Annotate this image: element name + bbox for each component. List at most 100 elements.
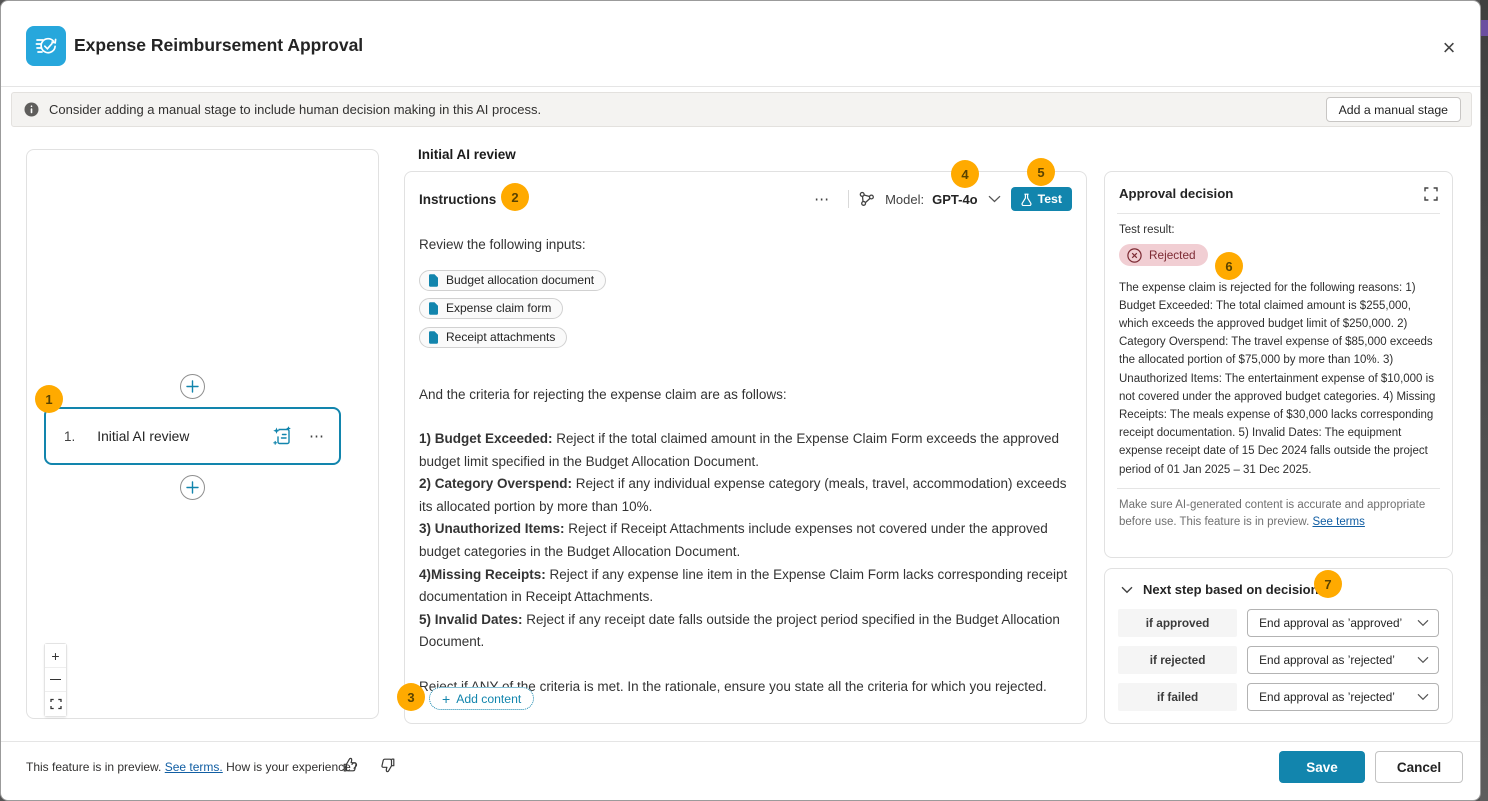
document-icon xyxy=(429,273,438,287)
background-page-edge xyxy=(1480,0,1488,801)
document-icon xyxy=(429,302,438,315)
instructions-panel: Instructions ⋯ Model: GPT-4o xyxy=(404,171,1087,724)
close-icon[interactable]: × xyxy=(1435,34,1463,62)
annotation-badge-5: 5 xyxy=(1027,158,1055,186)
add-content-label: Add content xyxy=(456,691,522,706)
toolbar-divider xyxy=(848,190,850,208)
footer-preview-note: This feature is in preview. See terms. H… xyxy=(26,760,358,774)
model-chevron-down-icon[interactable] xyxy=(988,195,1001,203)
collapse-chevron-down-icon[interactable] xyxy=(1121,586,1133,594)
instructions-title: Instructions xyxy=(419,191,497,207)
see-terms-link[interactable]: See terms xyxy=(1312,515,1365,528)
thumbs-down-icon[interactable] xyxy=(379,756,397,774)
footer-post-link: How is your experience? xyxy=(222,760,358,774)
next-step-panel: Next step based on decision if approved … xyxy=(1104,568,1453,724)
status-badge-rejected: Rejected xyxy=(1119,244,1208,266)
model-value: GPT-4o xyxy=(932,191,978,207)
test-result-label: Test result: xyxy=(1119,224,1175,236)
decision-row: if rejected End approval as ’rejected’ xyxy=(1118,646,1439,674)
add-content-button[interactable]: + Add content xyxy=(429,687,535,710)
approval-divider xyxy=(1117,213,1440,214)
chevron-down-icon xyxy=(1417,656,1429,664)
input-chip[interactable]: Receipt attachments xyxy=(419,326,568,348)
criterion: 3) Unauthorized Items: Reject if Receipt… xyxy=(419,518,1072,563)
annotation-badge-4: 4 xyxy=(951,160,979,188)
criterion-title: 4)Missing Receipts: xyxy=(419,566,546,582)
flow-canvas: 1. Initial AI review ⋯ + xyxy=(26,149,379,719)
decision-row: if failed End approval as ’rejected’ xyxy=(1118,683,1439,711)
dialog-title: Expense Reimbursement Approval xyxy=(74,35,364,55)
header-divider xyxy=(1,86,1480,87)
criterion: 5) Invalid Dates: Reject if any receipt … xyxy=(419,609,1072,654)
flow-node-initial-ai-review[interactable]: 1. Initial AI review ⋯ xyxy=(44,407,341,465)
annotation-badge-6: 6 xyxy=(1215,252,1243,280)
test-result-text: The expense claim is rejected for the fo… xyxy=(1119,281,1436,476)
test-button[interactable]: Test xyxy=(1010,187,1072,211)
status-badge-label: Rejected xyxy=(1149,248,1196,262)
condition-label: if approved xyxy=(1118,609,1238,637)
approval-decision-title: Approval decision xyxy=(1119,186,1234,201)
chevron-down-icon xyxy=(1417,619,1429,627)
criterion-text: Reject if the total claimed amount in th… xyxy=(419,430,1060,469)
zoom-in-button[interactable]: + xyxy=(45,644,66,668)
expand-icon[interactable] xyxy=(1424,186,1438,201)
criterion: 2) Category Overspend: Reject if any ind… xyxy=(419,473,1072,518)
criteria-list: 1) Budget Exceeded: Reject if the total … xyxy=(419,428,1072,654)
criterion: 1) Budget Exceeded: Reject if the total … xyxy=(419,428,1072,473)
decision-row: if approved End approval as ’approved’ xyxy=(1118,609,1439,637)
criterion-title: 5) Invalid Dates: xyxy=(419,611,523,627)
footer-pre-link: This feature is in preview. xyxy=(26,760,165,774)
criterion-text: Reject if any expense line item in the E… xyxy=(419,566,1068,605)
annotation-badge-2: 2 xyxy=(501,183,529,211)
banner-message: Consider adding a manual stage to includ… xyxy=(49,102,542,117)
thumbs-up-icon[interactable] xyxy=(341,756,359,774)
node-more-icon[interactable]: ⋯ xyxy=(309,428,325,445)
minus-icon xyxy=(50,678,61,681)
test-button-label: Test xyxy=(1037,192,1062,206)
zoom-out-button[interactable] xyxy=(45,668,66,692)
add-stage-above-button[interactable] xyxy=(180,374,205,399)
criterion-text: Reject if Receipt Attachments include ex… xyxy=(419,521,1048,559)
input-chip[interactable]: Expense claim form xyxy=(419,298,564,320)
disclaimer-divider xyxy=(1117,487,1440,489)
footer-see-terms-link[interactable]: See terms. xyxy=(164,760,223,774)
criterion: 4)Missing Receipts: Reject if any expens… xyxy=(419,564,1072,609)
disclaimer-text: Make sure AI-generated content is accura… xyxy=(1119,498,1426,528)
next-step-title: Next step based on decision xyxy=(1143,582,1319,597)
condition-label: if rejected xyxy=(1118,646,1238,674)
rejected-circle-x-icon xyxy=(1127,247,1142,263)
action-select[interactable]: End approval as ’rejected’ xyxy=(1247,646,1439,674)
fit-view-button[interactable] xyxy=(45,692,66,716)
instructions-intro: Review the following inputs: xyxy=(419,237,586,252)
annotation-badge-7: 7 xyxy=(1314,570,1342,598)
save-button[interactable]: Save xyxy=(1279,751,1365,783)
canvas-zoom-controls: + xyxy=(44,643,67,717)
input-chips: Budget allocation document Expense claim… xyxy=(419,269,1072,352)
node-label: Initial AI review xyxy=(97,428,190,444)
input-chip-label: Receipt attachments xyxy=(446,329,556,344)
condition-label: if failed xyxy=(1118,683,1238,711)
annotation-badge-1: 1 xyxy=(35,385,63,413)
action-select[interactable]: End approval as ’approved’ xyxy=(1247,609,1439,637)
instructions-more-icon[interactable]: ⋯ xyxy=(814,191,831,208)
action-select-value: End approval as ’rejected’ xyxy=(1259,690,1395,704)
action-select-value: End approval as ’rejected’ xyxy=(1259,653,1395,667)
criterion-title: 3) Unauthorized Items: xyxy=(419,521,565,537)
document-icon xyxy=(429,331,438,344)
action-select[interactable]: End approval as ’rejected’ xyxy=(1247,683,1439,711)
footer-divider xyxy=(1,741,1480,742)
add-stage-below-button[interactable] xyxy=(180,475,205,500)
add-manual-stage-button[interactable]: Add a manual stage xyxy=(1325,97,1461,122)
input-chip[interactable]: Budget allocation document xyxy=(419,269,607,291)
approval-decision-panel: Approval decision Test result: Rejected … xyxy=(1104,171,1453,558)
manual-stage-banner: Consider adding a manual stage to includ… xyxy=(11,92,1472,127)
plus-icon: + xyxy=(442,690,451,707)
ai-sparkle-note-icon xyxy=(271,425,293,447)
model-nodes-icon xyxy=(859,191,875,207)
node-number: 1. xyxy=(64,428,76,444)
info-icon xyxy=(24,102,39,117)
cancel-button[interactable]: Cancel xyxy=(1375,751,1463,783)
criteria-intro: And the criteria for rejecting the expen… xyxy=(419,387,787,403)
stage-heading: Initial AI review xyxy=(418,147,516,162)
